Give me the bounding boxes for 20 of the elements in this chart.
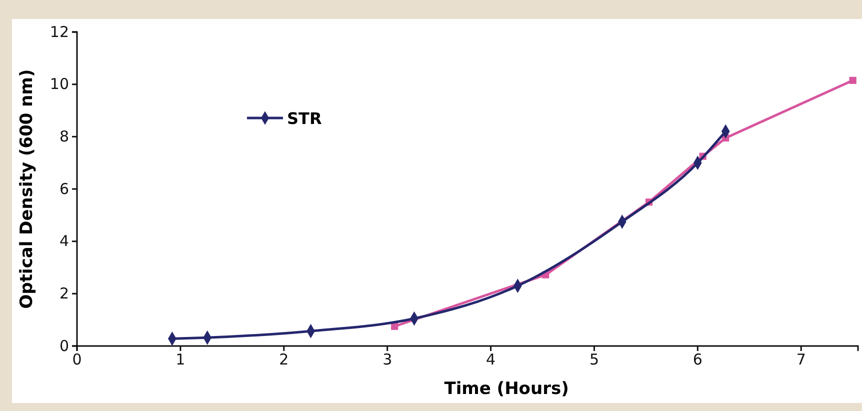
x-tick-label: 3	[382, 350, 392, 369]
legend-label: STR	[287, 109, 322, 128]
x-tick-label: 4	[486, 350, 496, 369]
y-tick-label: 4	[59, 232, 69, 250]
point	[849, 76, 856, 84]
x-tick-label: 5	[589, 350, 599, 369]
y-tick-label: 8	[59, 127, 69, 146]
y-tick-label: 0	[59, 336, 69, 355]
y-tick-label: 2	[59, 284, 69, 302]
y-tick-label: 12	[50, 22, 69, 41]
x-tick-label: 7	[796, 350, 806, 369]
x-tick-label: 0	[72, 350, 82, 369]
x-tick-label: 1	[176, 350, 186, 369]
x-axis-title: Time (Hours)	[444, 379, 569, 399]
y-axis-title: Optical Density (600 nm)	[17, 69, 37, 309]
y-tick-label: 6	[59, 180, 69, 198]
x-tick-label: 2	[279, 350, 289, 369]
x-tick-label: 6	[692, 350, 702, 369]
y-tick-label: 10	[50, 75, 69, 94]
point	[391, 322, 398, 330]
